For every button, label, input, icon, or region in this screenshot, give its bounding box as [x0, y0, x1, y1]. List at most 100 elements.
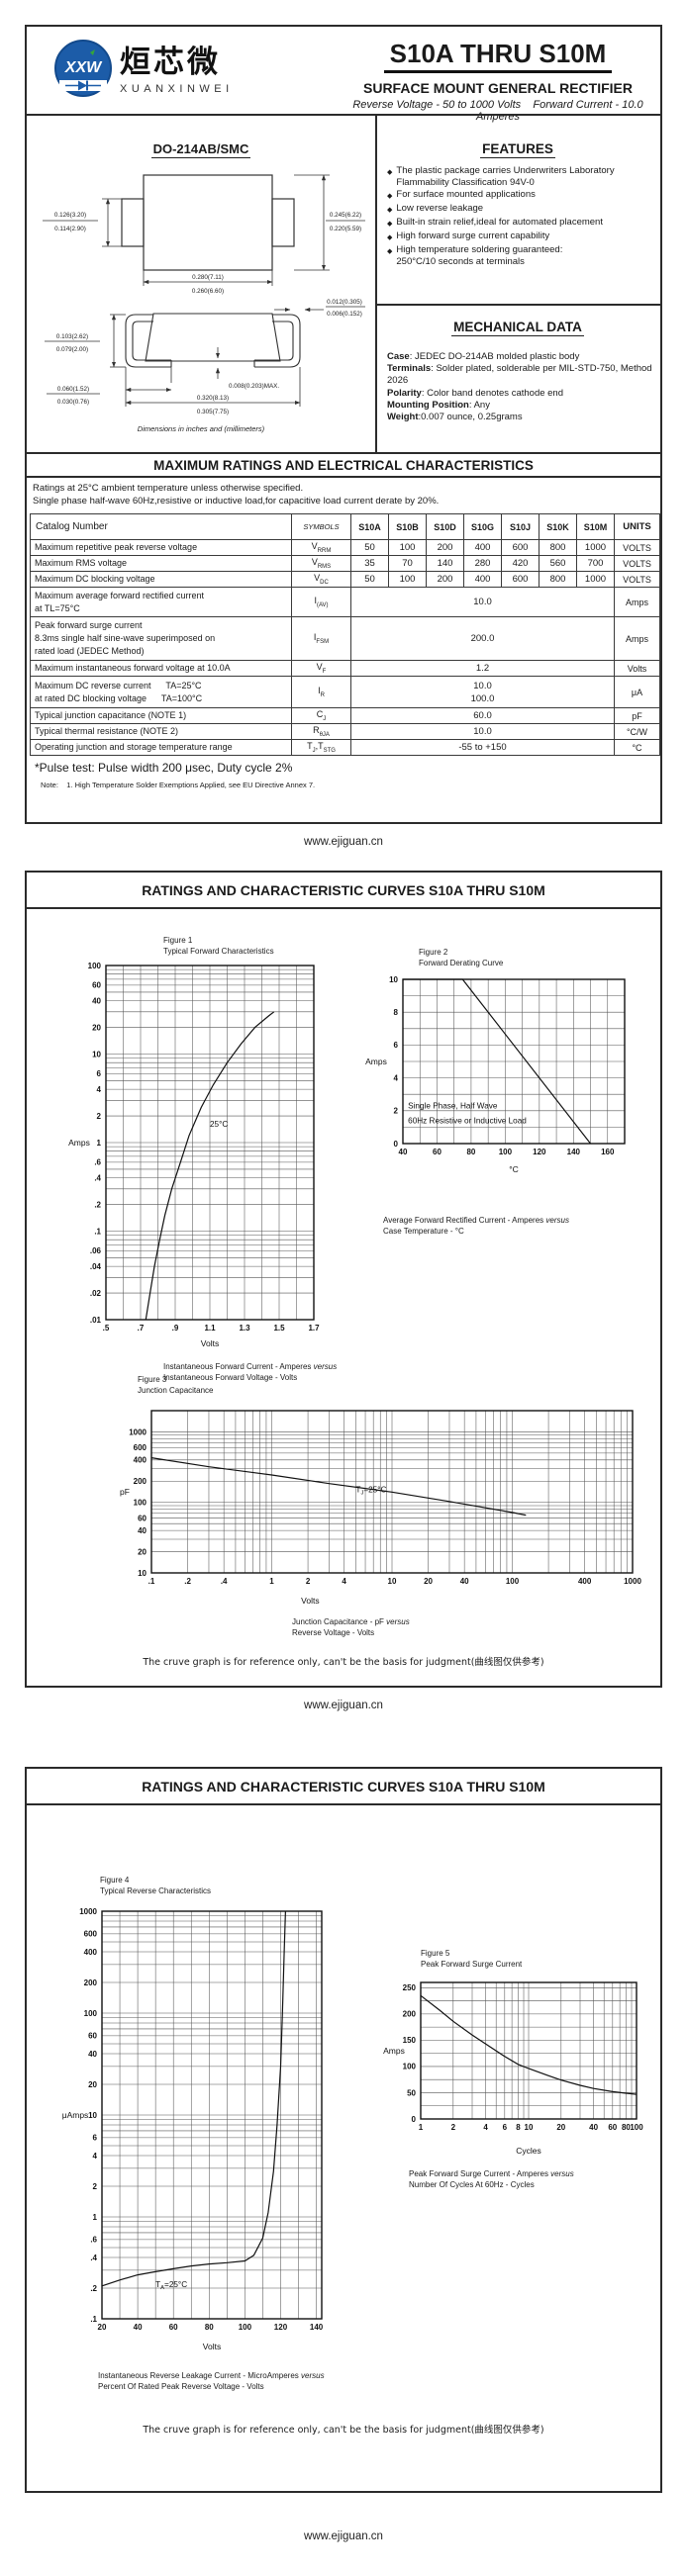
parameter-cell: Typical thermal resistance (NOTE 2)	[30, 723, 292, 740]
reference-note: The cruve graph is for reference only, c…	[143, 1657, 544, 1668]
svg-text:4: 4	[394, 1073, 399, 1082]
mechanical-heading: MECHANICAL DATA	[375, 320, 660, 336]
parameter-cell: Maximum DC reverse current TA=25°C at rat…	[30, 676, 292, 708]
col-type-S10K: S10K	[539, 513, 577, 540]
svg-text:60Hz Resistive or Inductive Lo: 60Hz Resistive or Inductive Load	[408, 1116, 527, 1125]
svg-text:100: 100	[84, 2009, 98, 2018]
units-cell: Amps	[614, 616, 660, 661]
svg-text:.02: .02	[90, 1289, 102, 1298]
svg-text:60: 60	[92, 981, 101, 990]
svg-text:Volts: Volts	[201, 1338, 219, 1348]
features-list: ◆ The plastic package carries Underwriter…	[387, 165, 654, 268]
feature-item: ◆ For surface mounted applications	[387, 189, 654, 203]
ratings-table: Catalog Number SYMBOLS S10A S10B S10D S10G S10…	[30, 513, 660, 756]
package-caption: Dimensions in inches and (millimeters)	[137, 424, 265, 433]
svg-text:.01: .01	[90, 1316, 102, 1325]
features-heading: FEATURES	[375, 141, 660, 158]
parameter-cell: Typical junction capacitance (NOTE 1)	[30, 707, 292, 724]
svg-text:4: 4	[483, 2123, 488, 2132]
figure2-chart: 40 60 80 100 120 140 160 0 2 4 6 8 10 °C Amps Single Ph…	[365, 975, 626, 1174]
figure3-caption: Junction Capacitance - pF versus Reverse …	[292, 1617, 410, 1637]
svg-text:10: 10	[525, 2123, 534, 2132]
figure4-label: Figure 4 Typical Reverse Characteristics	[100, 1876, 212, 1895]
svg-text:2: 2	[306, 1577, 311, 1586]
svg-text:.5: .5	[103, 1324, 110, 1333]
svg-text:80: 80	[466, 1148, 475, 1156]
bullet-icon: ◆	[387, 193, 393, 200]
svg-text:20: 20	[556, 2123, 565, 2132]
symbol-cell: VDC	[291, 571, 351, 588]
svg-text:160: 160	[601, 1148, 615, 1156]
svg-text:20: 20	[424, 1577, 433, 1586]
svg-text:4: 4	[342, 1577, 346, 1586]
table-row: Maximum RMS voltage VRMS 35 70 140 280 420 560 7…	[30, 555, 660, 572]
value-cell: 200	[426, 539, 464, 556]
symbol-cell: RθJA	[291, 723, 351, 740]
svg-text:100: 100	[239, 2323, 252, 2332]
table-row: Operating junction and storage temperatu…	[30, 739, 660, 756]
figure5-chart: 1 2 4 6 8 10 20 40 60 80 100050100150200250CyclesA…	[383, 1981, 643, 2156]
svg-text:.2: .2	[184, 1577, 191, 1586]
col-catalog-number: Catalog Number	[30, 513, 292, 540]
table-row: Typical thermal resistance (NOTE 2) RθJA 1…	[30, 723, 660, 740]
parameter-cell: Peak forward surge current 8.3ms single h…	[30, 616, 292, 661]
dim-terminal-length-max: 0.060(1.52)	[57, 386, 89, 393]
ratings-notes: Ratings at 25°C ambient temperature unle…	[33, 482, 656, 507]
table-row: Maximum repetitive peak reverse voltage V…	[30, 539, 660, 556]
svg-text:.6: .6	[94, 1158, 101, 1167]
svg-text:.4: .4	[221, 1577, 228, 1586]
value-cell: 1000	[576, 571, 615, 588]
units-cell: VOLTS	[614, 571, 660, 588]
mechanical-item: Terminals: Solder plated, solderable per…	[387, 363, 652, 387]
bullet-icon: ◆	[387, 221, 393, 228]
svg-text:TA=25°C: TA=25°C	[155, 2280, 187, 2291]
parameter-cell: Operating junction and storage temperatu…	[30, 739, 292, 756]
pulse-test-note: *Pulse test: Pulse width 200 μsec, Duty …	[35, 761, 293, 775]
value-cell: 35	[350, 555, 389, 572]
ratings-note-line2: Single phase half-wave 60Hz,resistive or…	[33, 496, 440, 506]
page-1: XXW 烜芯微 XUANXINWEI S10A THRU S10M SURFAC…	[25, 25, 662, 824]
svg-text:.04: .04	[90, 1262, 102, 1271]
website-url: www.ejiguan.cn	[304, 836, 383, 848]
svg-text:200: 200	[134, 1477, 147, 1486]
figure1-caption: Instantaneous Forward Current - Amperes …	[163, 1362, 338, 1382]
value-cell: 600	[501, 539, 540, 556]
logo-globe-icon: XXW	[54, 40, 112, 97]
table-row: Maximum DC reverse current TA=25°C at rat…	[30, 676, 660, 708]
units-cell: Volts	[614, 660, 660, 677]
svg-text:Amps: Amps	[365, 1057, 387, 1066]
svg-text:.9: .9	[172, 1324, 179, 1333]
parameter-cell: Maximum RMS voltage	[30, 555, 292, 572]
svg-text:80: 80	[205, 2323, 214, 2332]
figure5-label: Figure 5 Peak Forward Surge Current	[421, 1949, 523, 1969]
svg-text:8: 8	[394, 1008, 399, 1017]
svg-text:1.3: 1.3	[239, 1324, 250, 1333]
value-cell: 1.2	[350, 660, 615, 677]
value-cell: 400	[463, 539, 502, 556]
ratings-note-line1: Ratings at 25°C ambient temperature unle…	[33, 483, 304, 494]
svg-text:pF: pF	[120, 1487, 130, 1497]
logo-accent	[90, 49, 95, 55]
units-cell: VOLTS	[614, 555, 660, 572]
curves-page-title: RATINGS AND CHARACTERISTIC CURVES S10A T…	[27, 873, 660, 909]
svg-text:140: 140	[310, 2323, 324, 2332]
svg-text:40: 40	[138, 1526, 147, 1535]
svg-text:25°C: 25°C	[210, 1120, 228, 1129]
value-cell: 60.0	[350, 707, 615, 724]
mechanical-list: Case: JEDEC DO-214AB molded plastic body…	[387, 351, 652, 423]
mechanical-item: Polarity: Color band denotes cathode end	[387, 387, 563, 399]
column-divider	[375, 114, 377, 452]
svg-text:1.7: 1.7	[308, 1324, 320, 1333]
symbol-cell: VRRM	[291, 539, 351, 556]
svg-text:1.5: 1.5	[273, 1324, 285, 1333]
parameter-cell: Maximum DC blocking voltage	[30, 571, 292, 588]
value-cell: 50	[350, 571, 389, 588]
svg-text:100: 100	[134, 1499, 147, 1508]
svg-text:1: 1	[269, 1577, 274, 1586]
company-name-chinese: 烜芯微	[120, 45, 221, 80]
svg-text:4: 4	[97, 1085, 102, 1094]
value-cell: -55 to +150	[350, 739, 615, 756]
svg-text:10: 10	[88, 2111, 97, 2120]
svg-text:10: 10	[138, 1569, 147, 1578]
